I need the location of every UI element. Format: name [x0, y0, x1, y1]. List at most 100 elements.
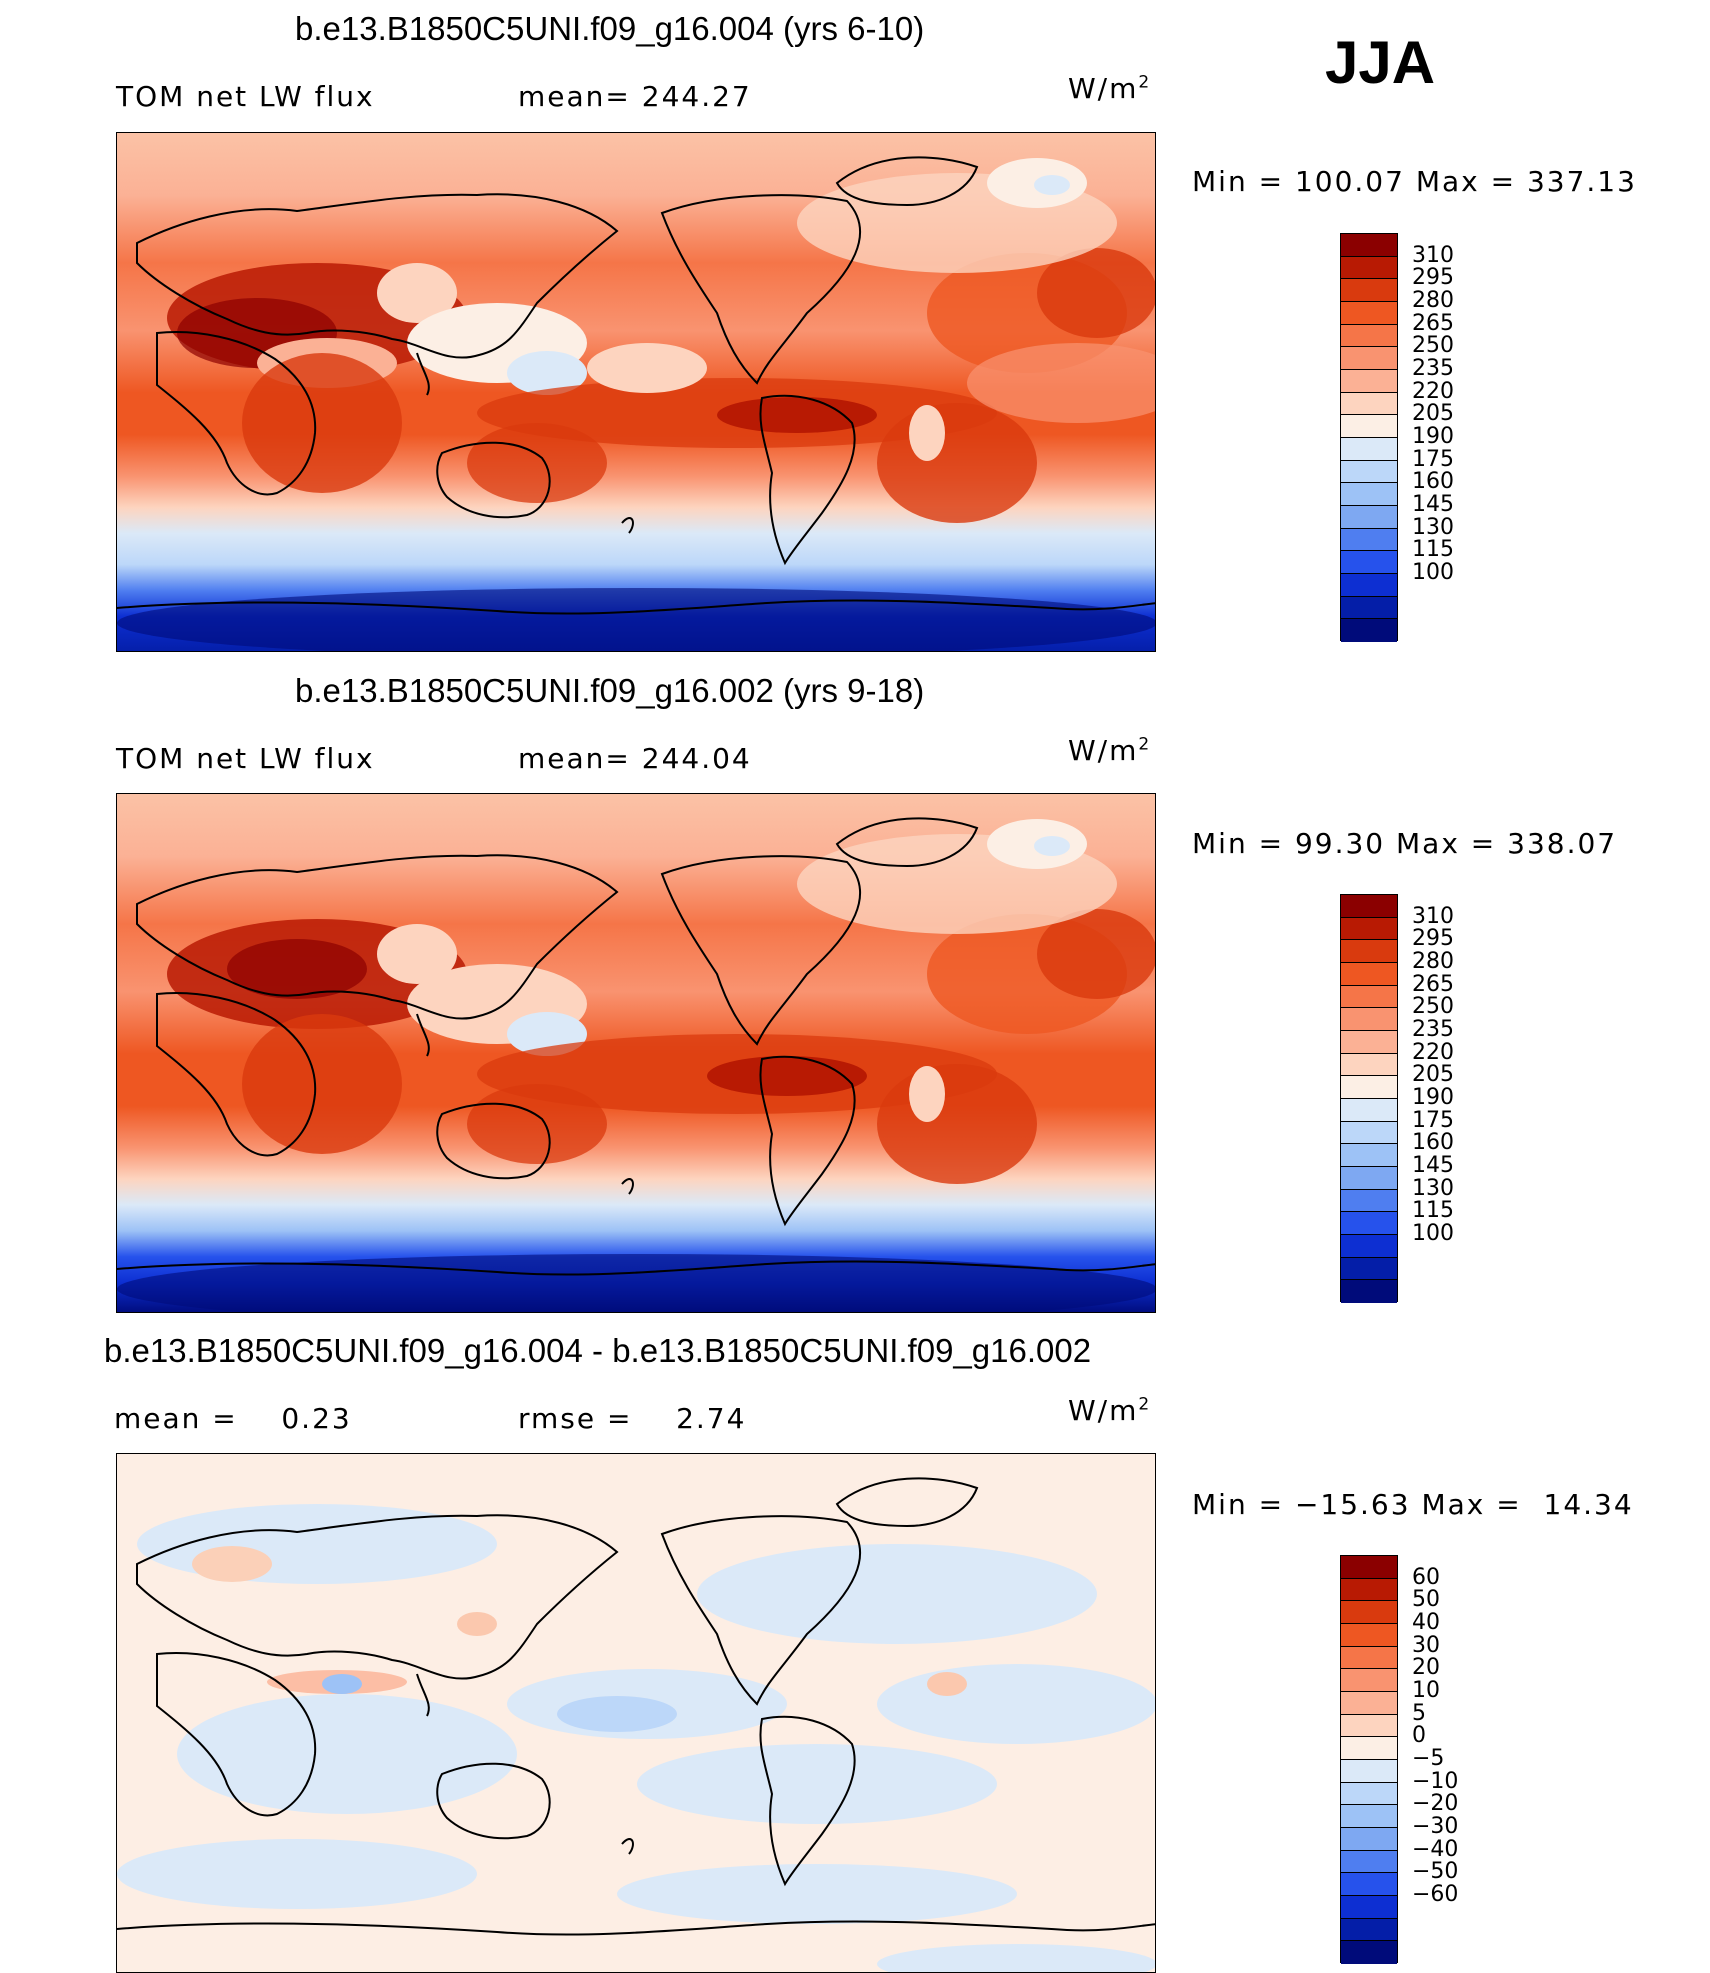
colorbar-tick-label: 145 [1412, 492, 1454, 517]
colorbar-segment [1341, 369, 1397, 393]
colorbar-tick-label: 250 [1412, 333, 1454, 359]
colorbar-tick-label: 175 [1412, 1107, 1454, 1133]
panel-3-mean-label: mean = 0.23 [114, 1402, 352, 1435]
colorbar-tick-label: 100 [1412, 560, 1454, 585]
colorbar-segment [1341, 1008, 1397, 1031]
colorbar-segment [1341, 1895, 1397, 1919]
colorbar-tick-label: 100 [1412, 1221, 1454, 1246]
colorbar-tick-label: 310 [1412, 242, 1454, 268]
colorbar-segment [1341, 392, 1397, 416]
colorbar-tick-label: 190 [1412, 424, 1454, 449]
colorbar-tick-label: 40 [1412, 1610, 1440, 1635]
colorbar-tick-label: 280 [1412, 288, 1454, 313]
colorbar-tick-label: 310 [1412, 903, 1454, 929]
colorbar-tick-label: −10 [1412, 1768, 1459, 1794]
colorbar-segment [1341, 234, 1397, 257]
colorbar-segment [1341, 1941, 1397, 1964]
colorbar-segment [1341, 1669, 1397, 1692]
colorbar-tick-label: 205 [1412, 401, 1454, 427]
colorbar-tick-label: 295 [1412, 265, 1454, 291]
colorbar-segment [1341, 1873, 1397, 1896]
colorbar-tick-label: −60 [1412, 1882, 1459, 1907]
colorbar-segment [1341, 256, 1397, 280]
colorbar-segment [1341, 1098, 1397, 1122]
colorbar-segment [1341, 1646, 1397, 1670]
colorbar-segment [1341, 551, 1397, 574]
panel-3-map-field [117, 1454, 1155, 1972]
colorbar-segment [1341, 1737, 1397, 1760]
colorbar-segment [1341, 1850, 1397, 1874]
panel-3-colorbar [1340, 1555, 1398, 1964]
colorbar-segment [1341, 1601, 1397, 1624]
colorbar-tick-label: 235 [1412, 1017, 1454, 1042]
colorbar-segment [1341, 437, 1397, 461]
colorbar-tick-label: −50 [1412, 1859, 1459, 1885]
colorbar-tick-label: 160 [1412, 469, 1454, 495]
panel-2-minmax: Min = 99.30 Max = 338.07 [1192, 827, 1618, 860]
colorbar-tick-label: 30 [1412, 1632, 1440, 1658]
colorbar-segment [1341, 528, 1397, 552]
panel-2-title: b.e13.B1850C5UNI.f09_g16.002 (yrs 9-18) [295, 672, 925, 709]
colorbar-segment [1341, 985, 1397, 1009]
colorbar-segment [1341, 1053, 1397, 1077]
colorbar-tick-label: 10 [1412, 1678, 1440, 1703]
colorbar-tick-label: 295 [1412, 926, 1454, 952]
panel-1-map [116, 132, 1156, 652]
colorbar-segment [1341, 895, 1397, 918]
colorbar-tick-label: −20 [1412, 1791, 1459, 1817]
colorbar-tick-label: 20 [1412, 1655, 1440, 1681]
panel-2-units: W/m2 [1068, 734, 1152, 767]
colorbar-tick-label: 115 [1412, 1198, 1454, 1224]
season-label: JJA [1325, 29, 1436, 96]
colorbar-segment [1341, 1623, 1397, 1647]
panel-2-mean-label: mean= 244.04 [518, 742, 752, 775]
colorbar-segment [1341, 347, 1397, 370]
colorbar-segment [1341, 1076, 1397, 1099]
panel-3-minmax: Min = −15.63 Max = 14.34 [1192, 1488, 1634, 1521]
colorbar-segment [1341, 1918, 1397, 1942]
colorbar-segment [1341, 573, 1397, 597]
panel-2-map [116, 793, 1156, 1313]
colorbar-tick-label: 130 [1412, 514, 1454, 540]
colorbar-tick-label: 280 [1412, 949, 1454, 974]
colorbar-segment [1341, 1280, 1397, 1303]
colorbar-segment [1341, 1714, 1397, 1738]
colorbar-tick-label: 205 [1412, 1062, 1454, 1088]
colorbar-segment [1341, 1759, 1397, 1783]
colorbar-tick-label: 50 [1412, 1587, 1440, 1613]
colorbar-segment [1341, 619, 1397, 642]
colorbar-segment [1341, 1189, 1397, 1213]
colorbar-tick-label: 235 [1412, 356, 1454, 381]
colorbar-tick-label: 265 [1412, 310, 1454, 336]
colorbar-segment [1341, 1782, 1397, 1806]
colorbar-segment [1341, 460, 1397, 484]
colorbar-tick-label: 5 [1412, 1700, 1426, 1726]
panel-3-map [116, 1453, 1156, 1973]
panel-2-variable-label: TOM net LW flux [116, 742, 375, 775]
colorbar-segment [1341, 1030, 1397, 1054]
colorbar-tick-label: 190 [1412, 1085, 1454, 1110]
colorbar-segment [1341, 962, 1397, 986]
colorbar-segment [1341, 1257, 1397, 1281]
colorbar-tick-label: 265 [1412, 971, 1454, 997]
colorbar-segment [1341, 415, 1397, 438]
colorbar-tick-label: 130 [1412, 1175, 1454, 1201]
panel-2-colorbar [1340, 894, 1398, 1303]
colorbar-segment [1341, 1691, 1397, 1715]
colorbar-segment [1341, 1578, 1397, 1602]
colorbar-tick-label: 0 [1412, 1723, 1426, 1749]
colorbar-tick-label: −40 [1412, 1836, 1459, 1862]
colorbar-tick-label: 220 [1412, 378, 1454, 404]
colorbar-segment [1341, 1144, 1397, 1167]
panel-1-units: W/m2 [1068, 72, 1152, 105]
colorbar-segment [1341, 483, 1397, 506]
panel-1-variable-label: TOM net LW flux [116, 80, 375, 113]
colorbar-segment [1341, 917, 1397, 941]
colorbar-tick-label: 220 [1412, 1039, 1454, 1065]
colorbar-tick-label: −30 [1412, 1814, 1459, 1839]
panel-1-map-field [117, 133, 1155, 651]
colorbar-segment [1341, 301, 1397, 325]
colorbar-tick-label: 145 [1412, 1153, 1454, 1178]
panel-3-rmse-label: rmse = 2.74 [518, 1402, 747, 1435]
panel-3-title: b.e13.B1850C5UNI.f09_g16.004 - b.e13.B18… [104, 1332, 1092, 1369]
